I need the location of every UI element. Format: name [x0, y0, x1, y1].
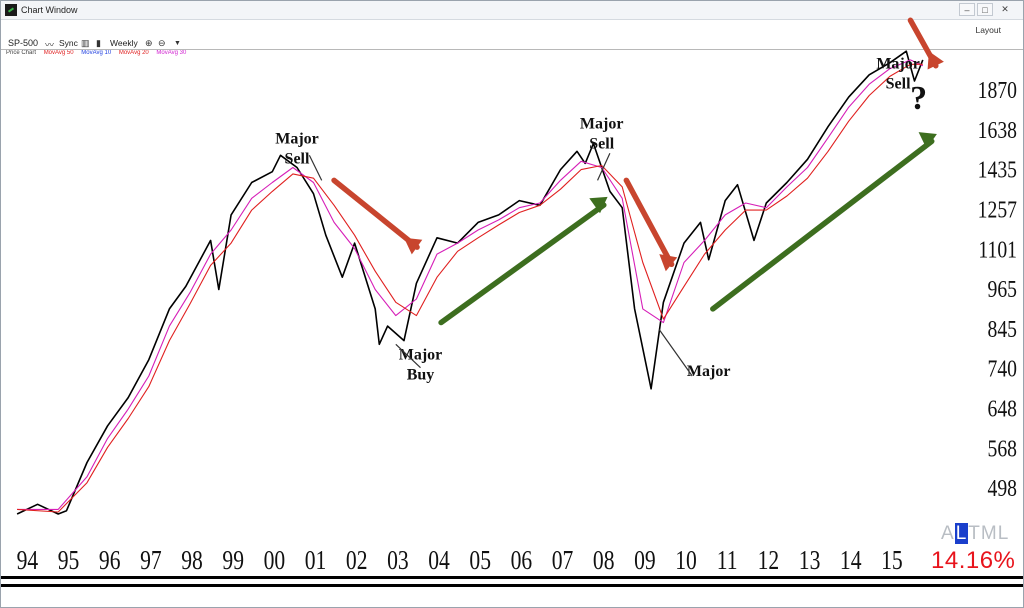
ma-slow-line: [17, 63, 923, 513]
x-tick-label: 08: [593, 546, 615, 571]
sell-arrow: [331, 177, 420, 250]
x-tick-label: 01: [305, 546, 327, 571]
x-tick-label: 96: [99, 546, 121, 571]
annotation-text: Sell: [589, 135, 614, 152]
y-tick-label: 498: [987, 474, 1017, 501]
legend-ma20: MovAvg 20: [118, 50, 149, 56]
interval-select[interactable]: Weekly: [110, 38, 138, 48]
watermark-post: TML: [968, 523, 1010, 544]
bottom-rule-1: [1, 576, 1023, 579]
x-tick-label: 03: [387, 546, 409, 571]
sell-arrow: [623, 177, 675, 268]
y-tick-label: 1257: [978, 196, 1017, 223]
x-tick-label: 12: [758, 546, 780, 571]
x-tick-label: 04: [428, 546, 450, 571]
x-tick-label: 98: [181, 546, 203, 571]
annotation-leader: [658, 329, 693, 377]
annotation-leader: [308, 154, 323, 181]
annotation-leader: [596, 153, 611, 181]
buy-arrow-head: [918, 132, 937, 149]
annotation-text: Major: [876, 56, 920, 73]
x-tick-label: 14: [840, 546, 862, 571]
altml-watermark: ALTML: [941, 523, 1009, 545]
y-tick-label: 1870: [978, 76, 1017, 103]
y-tick-label: 1638: [978, 116, 1017, 143]
x-tick-label: 06: [511, 546, 533, 571]
annotation-text: Major: [580, 115, 624, 132]
title-bar: Chart Window – □ ✕: [1, 1, 1023, 20]
zoom-in-icon[interactable]: ⊕: [145, 38, 153, 48]
dropdown-icon[interactable]: ▼: [174, 40, 181, 47]
watermark-pre: A: [941, 523, 955, 544]
chart-toolbar: Layout SP-500 〰 Sync ▥ ▮ Weekly ⊕ ⊖ ▼: [1, 20, 1023, 50]
legend-price: Price Chart: [6, 50, 37, 56]
plot-top-border: [1, 49, 1023, 50]
x-tick-label: 15: [881, 546, 903, 571]
buy-arrow: [710, 138, 935, 312]
buy-arrow: [438, 202, 607, 326]
x-tick-label: 95: [58, 546, 80, 571]
annotation-text: ?: [910, 80, 927, 117]
bottom-rule-2: [1, 584, 1023, 587]
annotation-text: Major: [687, 363, 731, 380]
legend-ma30: MovAvg 30: [156, 50, 187, 56]
x-tick-label: 94: [17, 546, 39, 571]
y-tick-label: 568: [987, 434, 1017, 461]
x-tick-label: 99: [222, 546, 244, 571]
legend: Price Chart MovAvg 50 MovAvg 10 MovAvg 2…: [6, 49, 192, 57]
minimize-icon[interactable]: –: [959, 3, 975, 16]
layout-menu[interactable]: Layout: [975, 25, 1001, 35]
close-icon[interactable]: ✕: [1001, 4, 1009, 14]
x-tick-label: 07: [552, 546, 574, 571]
x-tick-label: 97: [140, 546, 162, 571]
legend-ma10: MovAvg 10: [81, 50, 112, 56]
chart-app-icon: [5, 4, 17, 16]
watermark-highlight: L: [954, 523, 969, 544]
x-tick-label: 09: [634, 546, 656, 571]
sync-toggle[interactable]: Sync: [59, 38, 78, 48]
window-title: Chart Window: [21, 5, 78, 15]
y-tick-label: 740: [987, 355, 1017, 382]
y-tick-label: 845: [987, 315, 1017, 342]
annotation-text: Sell: [886, 76, 911, 93]
sell-arrow-head: [404, 237, 423, 255]
annotation-text: Sell: [285, 151, 310, 168]
x-tick-label: 05: [469, 546, 491, 571]
ma-fast-line: [17, 59, 924, 510]
x-tick-label: 13: [799, 546, 821, 571]
x-tick-label: 10: [675, 546, 697, 571]
sell-arrow-head: [927, 51, 944, 70]
legend-ma50: MovAvg 50: [43, 50, 74, 56]
chart-style-icon[interactable]: 〰: [45, 40, 55, 50]
x-tick-label: 00: [264, 546, 286, 571]
return-percentage: 14.16%: [931, 547, 1016, 574]
sell-arrow-head: [659, 254, 678, 272]
annotation-leader: [395, 343, 421, 369]
candlestick-icon[interactable]: ▥: [81, 38, 90, 48]
buy-arrow-head: [589, 196, 608, 214]
price-series-line: [16, 50, 924, 515]
y-tick-label: 965: [987, 275, 1017, 302]
bar-chart-icon[interactable]: ▮: [96, 38, 101, 48]
annotation-text: Major: [275, 131, 319, 148]
annotation-text: Buy: [407, 367, 435, 384]
maximize-icon[interactable]: □: [977, 3, 993, 16]
y-tick-label: 1435: [978, 156, 1017, 183]
annotation-text: Major: [399, 347, 443, 364]
x-tick-label: 11: [717, 546, 738, 571]
y-tick-label: 648: [987, 395, 1017, 422]
zoom-out-icon[interactable]: ⊖: [158, 38, 166, 48]
y-tick-label: 1101: [978, 235, 1017, 262]
x-tick-label: 02: [346, 546, 368, 571]
symbol-field[interactable]: SP-500: [8, 38, 39, 48]
